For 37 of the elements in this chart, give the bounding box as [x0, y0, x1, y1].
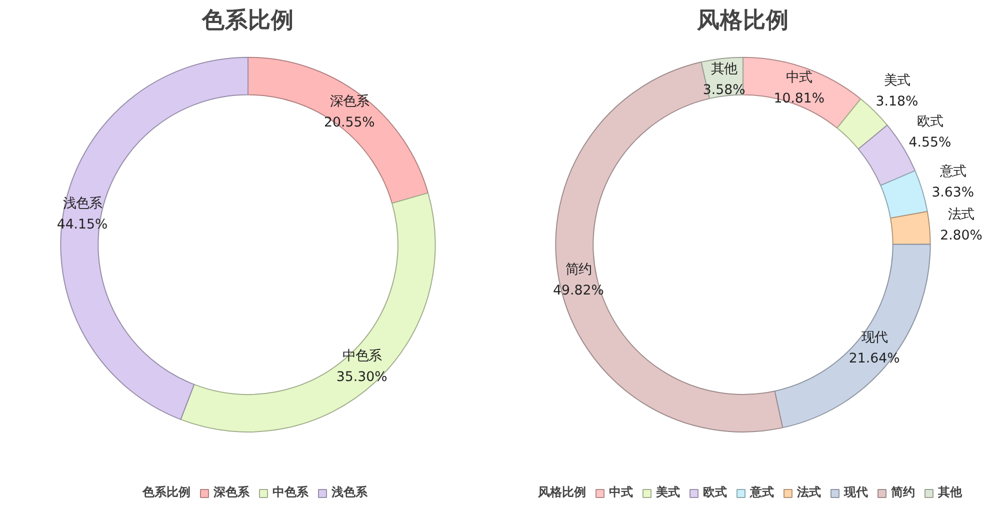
slice-label: 浅色系: [62, 196, 102, 212]
category-label: 色系比例: [142, 485, 190, 499]
legend-label: 浅色系: [332, 484, 368, 501]
category-label: 风格比例: [538, 485, 586, 499]
legend-label: 法式: [797, 484, 821, 501]
data-label: 44.15%: [56, 217, 108, 232]
data-label: 3.58%: [702, 83, 746, 98]
slice-label: 现代: [861, 330, 888, 346]
legend-label: 其他: [938, 484, 962, 501]
legend-label: 意式: [750, 484, 774, 501]
data-label: 49.82%: [553, 284, 604, 299]
legend-label: 欧式: [703, 484, 727, 501]
slice-label: 其他: [711, 62, 738, 78]
data-label: 20.55%: [324, 115, 375, 130]
data-label: 4.55%: [908, 135, 952, 150]
data-label: 35.30%: [336, 370, 388, 385]
legend-label: 简约: [891, 484, 915, 501]
legend-label: 深色系: [214, 484, 250, 501]
data-label: 21.64%: [848, 351, 900, 366]
slice-label: 中式: [786, 70, 812, 86]
legend-label: 现代: [844, 484, 868, 501]
chart-title: 风格比例: [696, 8, 789, 34]
slice-label: 深色系: [330, 94, 369, 110]
slice-label: 简约: [565, 262, 592, 278]
data-label: 2.80%: [940, 228, 982, 244]
legend-label: 中式: [609, 484, 633, 501]
slice-label: 中色系: [342, 348, 382, 364]
legend-label: 美式: [656, 484, 680, 501]
data-label: 10.81%: [774, 91, 825, 106]
slice-label: 意式: [938, 164, 966, 180]
slice-label: 欧式: [916, 114, 943, 130]
data-label: 3.18%: [876, 94, 918, 110]
data-label: 3.63%: [932, 186, 974, 201]
slice-label: 美式: [884, 72, 910, 88]
legend-label: 中色系: [272, 484, 308, 501]
slice-label: 法式: [948, 207, 974, 222]
chart-title: 色系比例: [201, 8, 294, 34]
